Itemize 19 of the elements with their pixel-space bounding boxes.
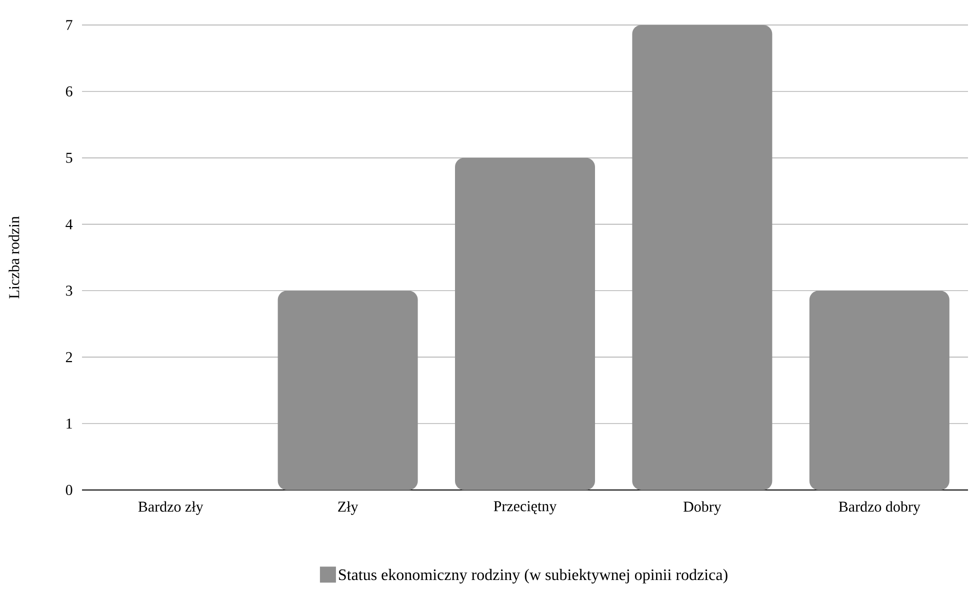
y-tick-label: 7 <box>66 20 72 30</box>
y-tick-label: 3 <box>66 286 72 296</box>
y-tick-label: 6 <box>66 86 72 96</box>
x-tick-label: Zły <box>338 501 358 515</box>
bar <box>809 290 950 490</box>
y-axis-title: Liczba rodzin <box>8 216 20 298</box>
y-tick-label: 4 <box>66 219 73 230</box>
bar <box>278 290 418 490</box>
y-tick-label: 0 <box>66 484 72 496</box>
y-tick-label: 1 <box>66 418 72 429</box>
bar <box>632 24 772 490</box>
x-tick-label: Bardzo dobry <box>838 501 920 515</box>
x-tick-label: Przeciętny <box>494 501 557 514</box>
x-tick-label: Bardzo zły <box>138 501 204 515</box>
y-tick-label: 5 <box>66 152 72 163</box>
y-tick-label: 2 <box>66 352 72 362</box>
legend-label: Status ekonomiczny rodziny (w subiektywnej opinii rodzica) <box>339 568 728 584</box>
x-tick-label: Dobry <box>683 501 722 515</box>
bar <box>455 158 596 490</box>
